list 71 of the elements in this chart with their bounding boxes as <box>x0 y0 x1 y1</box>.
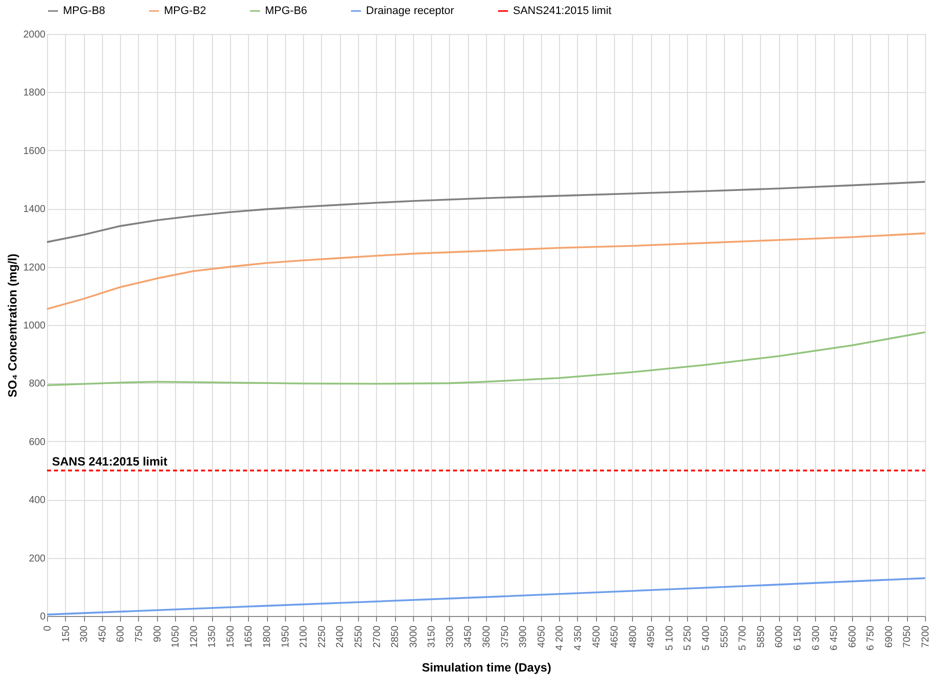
x-tick-label: 5850 <box>756 625 767 648</box>
legend-label: SANS241:2015 limit <box>513 5 612 17</box>
x-tick-label: 6 750 <box>866 625 877 651</box>
x-tick-label: 3150 <box>426 625 438 648</box>
y-tick-label: 1400 <box>23 204 46 216</box>
x-tick-label: 2700 <box>372 625 383 648</box>
x-tick-label: 6 300 <box>810 625 822 651</box>
y-tick-label: 600 <box>28 436 46 448</box>
x-tick-label: 5 250 <box>682 625 694 651</box>
x-tick-label: 3750 <box>500 625 511 648</box>
x-tick-label: 5 700 <box>738 625 749 651</box>
x-tick-label: 5 100 <box>664 625 676 651</box>
x-tick-label: 1200 <box>188 625 200 648</box>
x-tick-label: 300 <box>79 625 90 642</box>
x-tick-label: 7200 <box>920 625 932 648</box>
x-tick-label: 3300 <box>444 625 456 648</box>
annotation: SANS 241:2015 limit <box>52 454 168 468</box>
x-tick-label: 6 150 <box>792 625 804 651</box>
x-tick-label: 2400 <box>335 625 346 648</box>
y-tick-label: 800 <box>28 378 46 390</box>
x-tick-label: 4950 <box>646 625 658 648</box>
x-axis-title: Simulation time (Days) <box>422 660 552 675</box>
x-tick-label: 4800 <box>628 625 639 648</box>
x-tick-label: 3450 <box>463 625 474 648</box>
x-tick-label: 2100 <box>298 625 310 648</box>
y-tick-label: 1800 <box>23 88 46 99</box>
x-tick-label: 450 <box>97 625 108 642</box>
y-tick-label: 0 <box>40 612 46 622</box>
x-tick-label: 6 450 <box>829 625 840 651</box>
line-series <box>46 331 926 386</box>
y-tick-label: 1200 <box>23 262 46 274</box>
line-series <box>46 180 926 243</box>
legend-label: Drainage receptor <box>366 5 454 17</box>
y-tick-label: 200 <box>28 553 46 564</box>
y-tick-label: 2000 <box>23 30 46 40</box>
x-tick-label: 4 200 <box>554 625 566 651</box>
x-tick-label: 1350 <box>207 625 218 648</box>
y-axis-title: SO₄ Concentration (mg/l) <box>5 254 20 398</box>
x-tick-label: 6000 <box>774 625 786 648</box>
x-tick-label: 3600 <box>482 625 492 648</box>
legend-label: MPG-B8 <box>63 5 106 17</box>
x-tick-label: 750 <box>134 625 145 642</box>
x-tick-label: 4 350 <box>572 625 584 651</box>
x-tick-label: 5 400 <box>701 625 712 651</box>
x-tick-label: 1500 <box>225 625 236 648</box>
x-tick-label: 1800 <box>262 625 273 648</box>
x-tick-label: 0 <box>42 625 54 632</box>
x-tick-label: 7050 <box>902 625 914 648</box>
x-tick-label: 2550 <box>353 625 364 648</box>
x-tick-label: 600 <box>116 625 127 642</box>
legend-label: MPG-B2 <box>164 5 206 17</box>
x-tick-label: 2250 <box>316 625 328 648</box>
x-tick-label: 2850 <box>390 625 402 648</box>
y-tick-label: 1600 <box>23 146 46 157</box>
x-tick-label: 1650 <box>244 625 255 648</box>
x-tick-label: 150 <box>60 625 72 642</box>
y-tick-label: 400 <box>28 495 46 506</box>
x-tick-label: 6600 <box>847 625 858 648</box>
x-tick-label: 3900 <box>518 625 530 648</box>
x-tick-label: 6900 <box>884 625 895 648</box>
legend-label: MPG-B6 <box>265 5 308 17</box>
x-tick-label: 5550 <box>719 625 730 648</box>
x-tick-label: 3000 <box>408 625 420 648</box>
x-tick-label: 4650 <box>610 625 621 648</box>
y-tick-label: 1000 <box>23 320 46 332</box>
x-tick-label: 900 <box>152 625 164 642</box>
x-tick-label: 1950 <box>280 625 292 648</box>
x-tick-label: 1050 <box>170 625 182 648</box>
x-tick-label: 4500 <box>591 625 602 648</box>
x-tick-label: 4050 <box>536 625 548 648</box>
line-series <box>46 232 926 310</box>
